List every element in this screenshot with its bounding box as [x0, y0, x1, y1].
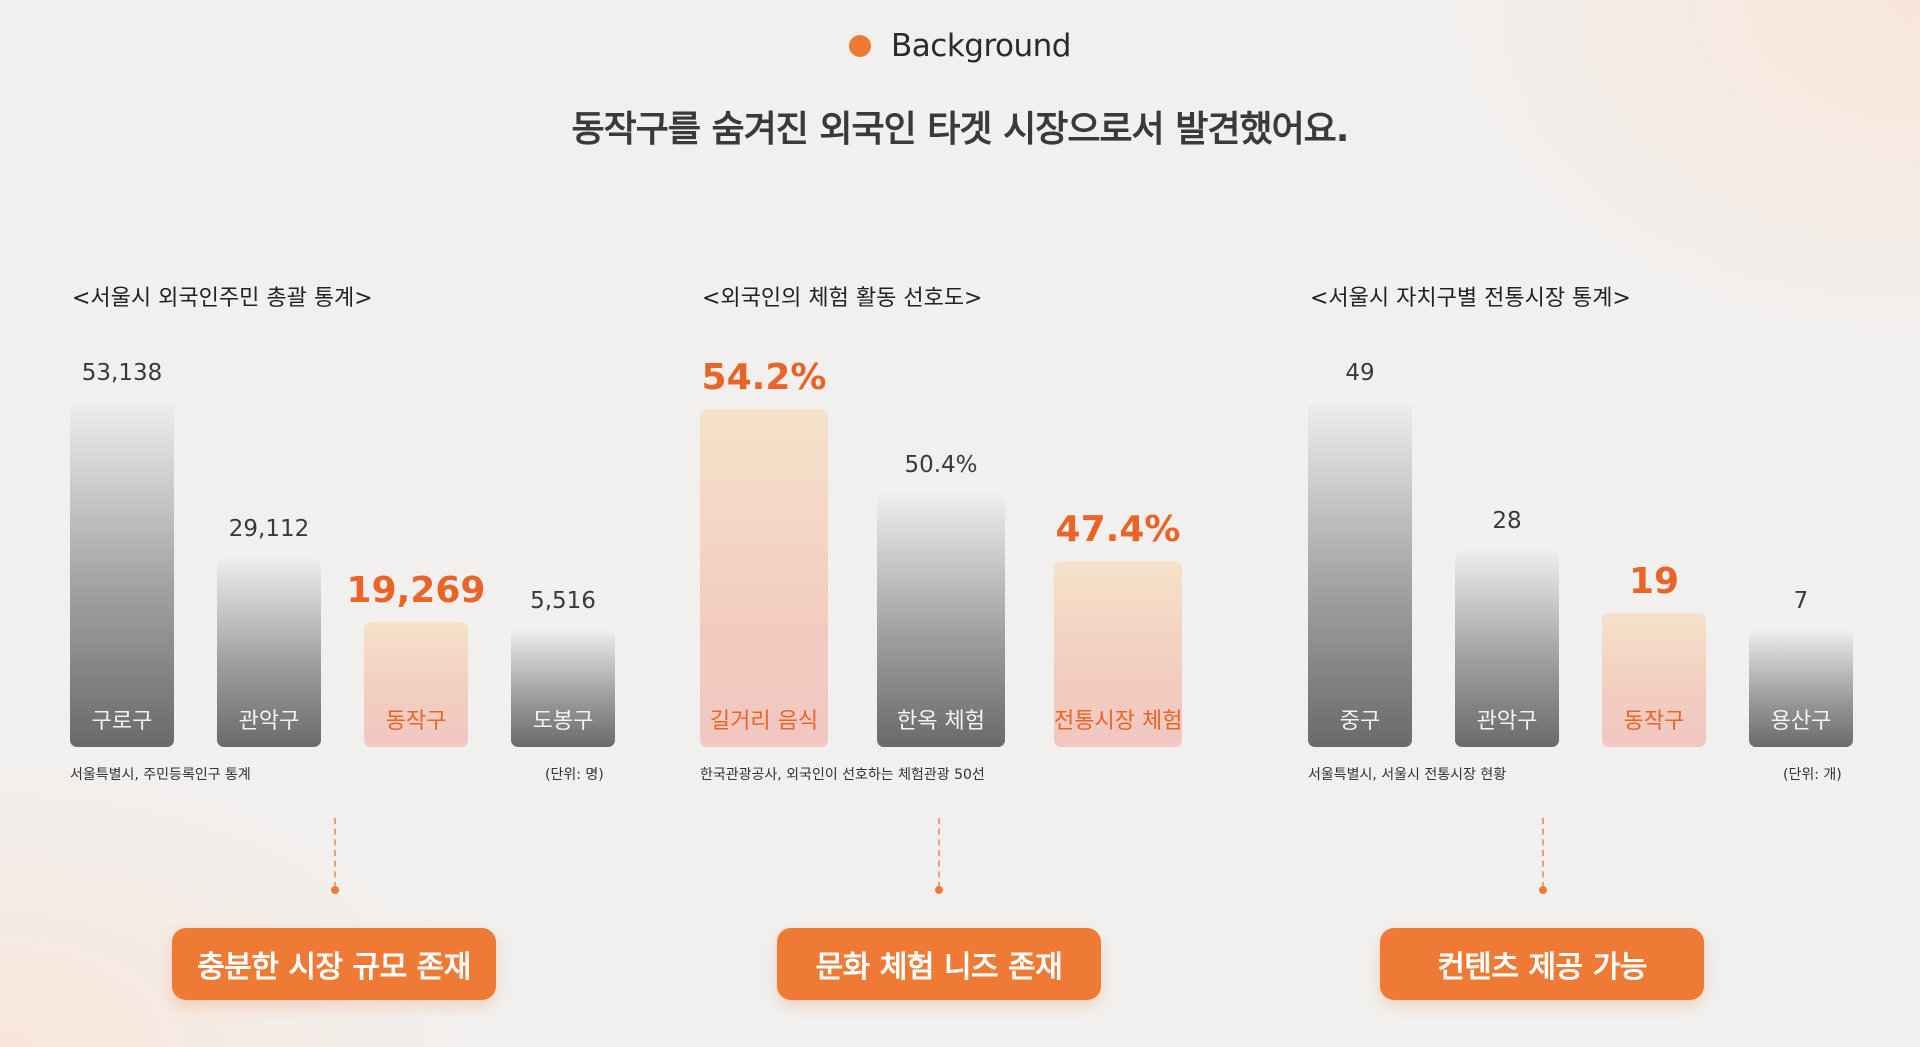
callout-button[interactable]: 문화 체험 니즈 존재 [777, 928, 1101, 1000]
chart-unit: (단위: 개) [1783, 767, 1842, 783]
bar-category-label: 한옥 체험 [897, 709, 985, 734]
bar-value-label: 5,516 [530, 587, 596, 614]
chart-title: <외국인의 체험 활동 선호도> [702, 286, 983, 311]
dashed-connector [334, 818, 336, 888]
header-tag: Background [0, 28, 1920, 64]
bar-category-label: 구로구 [91, 709, 153, 734]
bar-2 [877, 493, 1005, 747]
chart-title: <서울시 자치구별 전통시장 통계> [1310, 286, 1631, 311]
bar-category-label: 관악구 [238, 709, 300, 734]
connector-dot-icon [935, 886, 943, 894]
chart-title: <서울시 외국인주민 총괄 통계> [72, 286, 373, 311]
connector-dot-icon [1539, 886, 1547, 894]
bar-2 [217, 557, 321, 747]
bar-2 [1455, 549, 1559, 747]
bar-value-label: 50.4% [904, 451, 978, 478]
bar-1 [70, 402, 174, 747]
callout-button[interactable]: 충분한 시장 규모 존재 [172, 928, 496, 1000]
bar-3 [1054, 561, 1182, 747]
bar-category-label: 도봉구 [532, 709, 594, 734]
bar-4 [1749, 629, 1853, 747]
bar-value-label: 29,112 [228, 515, 310, 542]
connector-dot-icon [331, 886, 339, 894]
chart-panel-3: <서울시 자치구별 전통시장 통계> 중구 49 관악구 28 동작구 19 용산구 7 서울특별… [1308, 280, 1858, 1000]
headline: 동작구를 숨겨진 외국인 타겟 시장으로서 발견했어요. [571, 109, 1350, 150]
chart-source: 한국관광공사, 외국인이 선호하는 체험관광 50선 [700, 767, 985, 783]
bar-value-label: 19 [1628, 561, 1680, 603]
bullet-dot-icon [849, 35, 872, 57]
chart-source: 서울특별시, 주민등록인구 통계 [70, 767, 251, 783]
bar-value-label: 47.4% [1055, 509, 1181, 551]
bar-1 [700, 409, 828, 747]
bar-value-label: 19,269 [346, 569, 486, 611]
chart-panel-2: <외국인의 체험 활동 선호도> 길거리 음식 54.2% 한옥 체험 50.4% 전통시… [700, 280, 1190, 1000]
bar-value-label: 49 [1345, 360, 1375, 386]
bar-value-label: 7 [1793, 587, 1809, 614]
bar-3 [364, 621, 468, 747]
bar-4 [511, 629, 615, 747]
bar-category-label: 동작구 [1623, 709, 1685, 734]
section-tag: Background [891, 28, 1071, 64]
bar-1 [1308, 402, 1412, 747]
dashed-connector [1542, 818, 1544, 888]
bar-value-label: 53,138 [81, 360, 163, 386]
callout-button[interactable]: 컨텐츠 제공 가능 [1380, 928, 1704, 1000]
bar-category-label: 관악구 [1476, 709, 1538, 734]
bar-value-label: 54.2% [701, 357, 827, 398]
bar-category-label: 용산구 [1770, 709, 1832, 734]
bar-category-label: 길거리 음식 [709, 709, 819, 734]
bar-category-label: 중구 [1339, 709, 1381, 734]
chart-source: 서울특별시, 서울시 전통시장 현황 [1308, 767, 1507, 783]
bar-category-label: 전통시장 체험 [1054, 709, 1183, 734]
bar-category-label: 동작구 [385, 709, 447, 734]
chart-unit: (단위: 명) [545, 767, 604, 783]
bar-value-label: 28 [1492, 507, 1522, 534]
bar-3 [1602, 613, 1706, 747]
chart-panel-1: <서울시 외국인주민 총괄 통계> 구로구 53,138 관악구 29,112 동작구 19… [70, 280, 620, 1000]
dashed-connector [938, 818, 940, 888]
